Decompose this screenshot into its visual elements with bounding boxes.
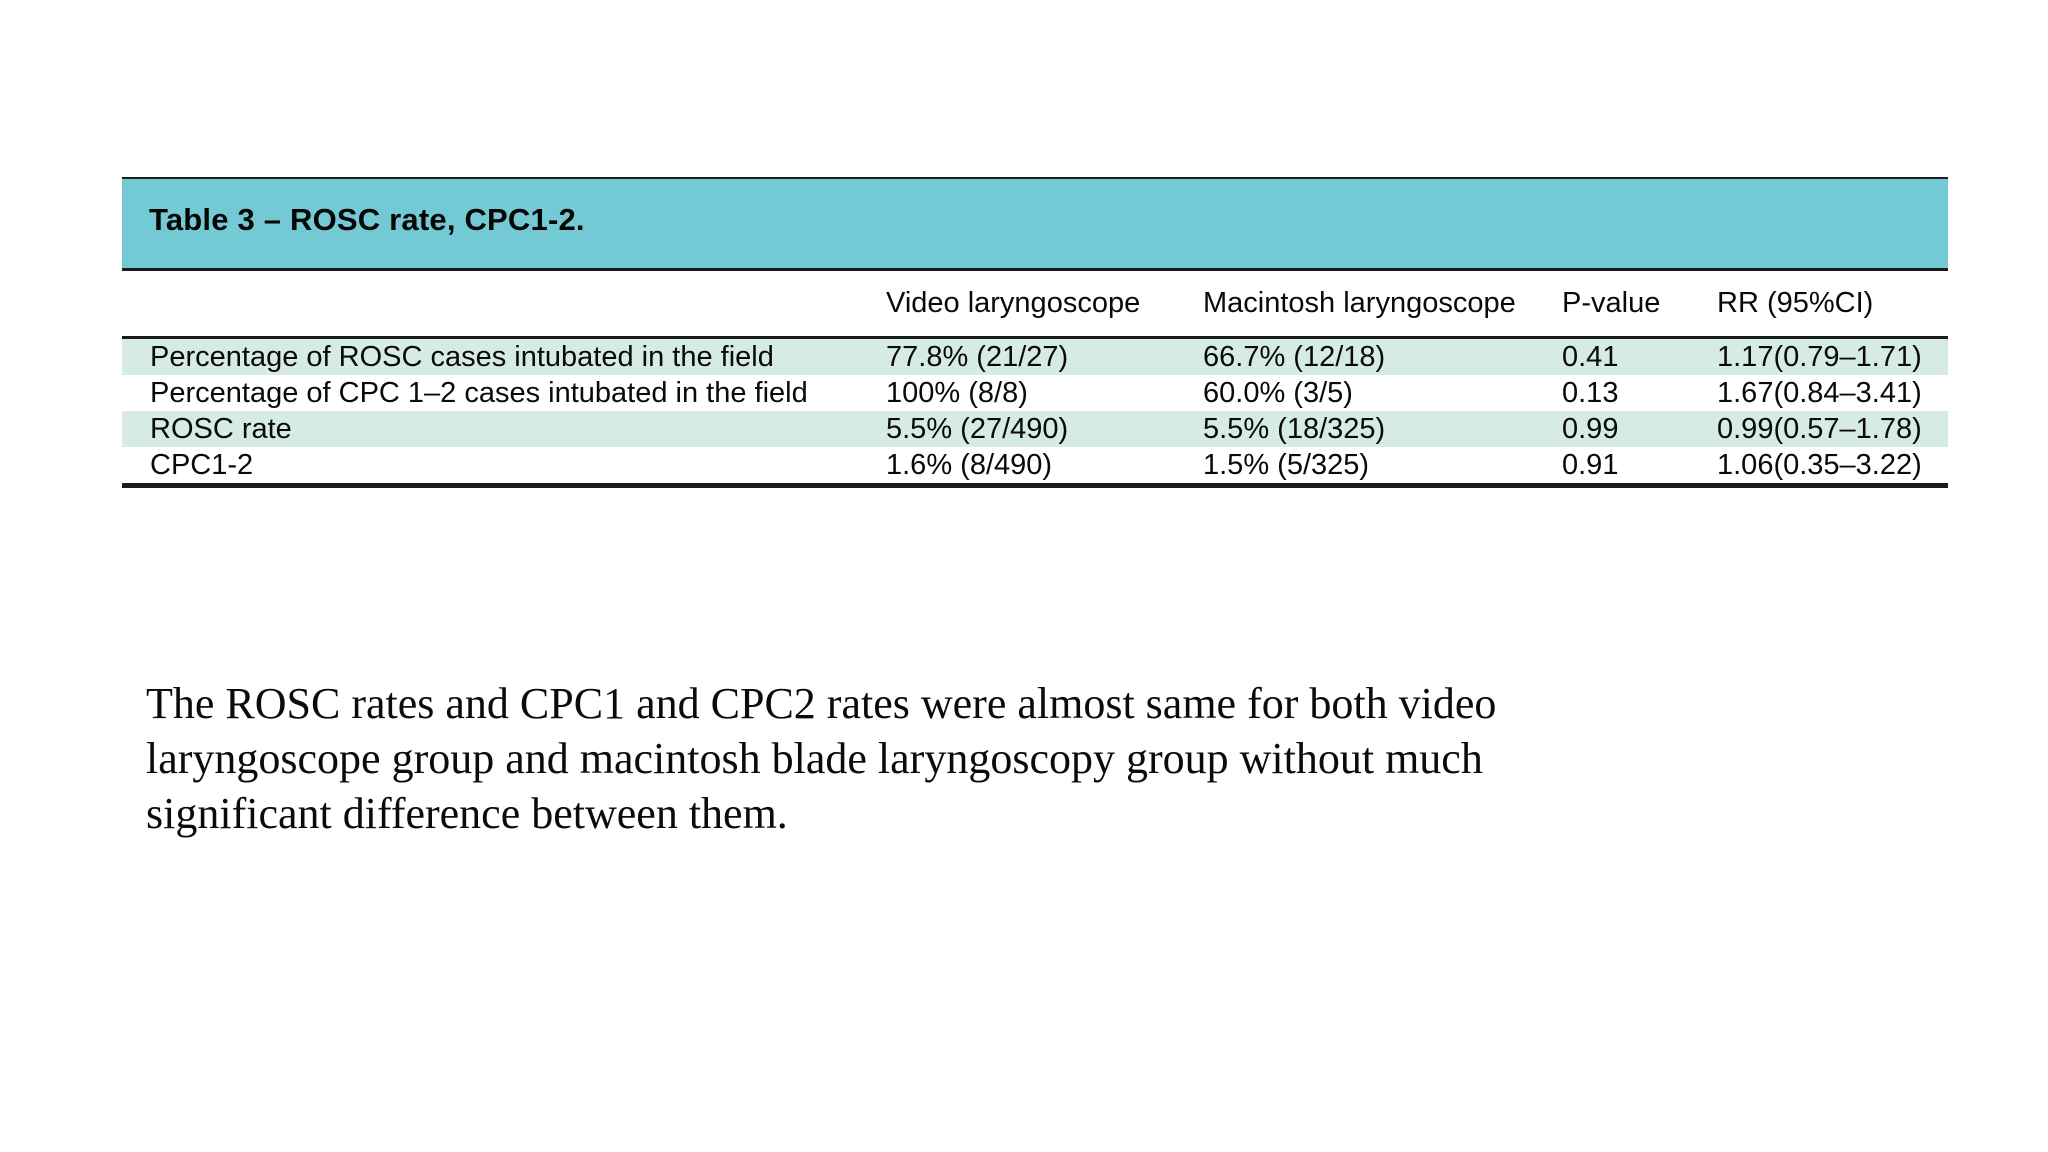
table-row: Percentage of ROSC cases intubated in th…: [122, 339, 1948, 375]
cell-rr: 0.99(0.57–1.78): [1717, 412, 1922, 445]
note-line: laryngoscope group and macintosh blade l…: [146, 734, 1483, 783]
cell-p-value: 0.13: [1562, 376, 1619, 409]
cell-macintosh: 5.5% (18/325): [1203, 412, 1386, 445]
cell-p-value: 0.41: [1562, 340, 1619, 373]
cell-video: 1.6% (8/490): [886, 448, 1053, 481]
column-header-p-value: P-value: [1562, 287, 1661, 319]
cell-video: 77.8% (21/27): [886, 340, 1069, 373]
table-row: CPC1-2 1.6% (8/490) 1.5% (5/325) 0.91 1.…: [122, 447, 1948, 483]
note-paragraph: The ROSC rates and CPC1 and CPC2 rates w…: [146, 676, 1706, 841]
row-label: Percentage of CPC 1–2 cases intubated in…: [150, 376, 808, 409]
cell-macintosh: 66.7% (12/18): [1203, 340, 1386, 373]
column-header-video-laryngoscope: Video laryngoscope: [886, 287, 1141, 319]
table-3-rosc-rate: Table 3 – ROSC rate, CPC1-2. Video laryn…: [122, 177, 1948, 488]
note-line: The ROSC rates and CPC1 and CPC2 rates w…: [146, 679, 1497, 728]
note-line: significant difference between them.: [146, 789, 788, 838]
table-caption: Table 3 – ROSC rate, CPC1-2.: [149, 201, 585, 237]
cell-rr: 1.67(0.84–3.41): [1717, 376, 1922, 409]
row-label: CPC1-2: [150, 448, 254, 481]
cell-rr: 1.06(0.35–3.22): [1717, 448, 1922, 481]
cell-macintosh: 60.0% (3/5): [1203, 376, 1353, 409]
cell-p-value: 0.99: [1562, 412, 1619, 445]
cell-macintosh: 1.5% (5/325): [1203, 448, 1370, 481]
cell-video: 5.5% (27/490): [886, 412, 1069, 445]
table-row: ROSC rate 5.5% (27/490) 5.5% (18/325) 0.…: [122, 411, 1948, 447]
column-header-rr-95ci: RR (95%CI): [1717, 287, 1874, 319]
cell-rr: 1.17(0.79–1.71): [1717, 340, 1922, 373]
row-label: ROSC rate: [150, 412, 292, 445]
table-caption-band: Table 3 – ROSC rate, CPC1-2.: [122, 179, 1948, 271]
cell-video: 100% (8/8): [886, 376, 1028, 409]
cell-p-value: 0.91: [1562, 448, 1619, 481]
table-header-row: Video laryngoscope Macintosh laryngoscop…: [122, 271, 1948, 339]
table-row: Percentage of CPC 1–2 cases intubated in…: [122, 375, 1948, 411]
column-header-macintosh-laryngoscope: Macintosh laryngoscope: [1203, 287, 1516, 319]
row-label: Percentage of ROSC cases intubated in th…: [150, 340, 774, 373]
